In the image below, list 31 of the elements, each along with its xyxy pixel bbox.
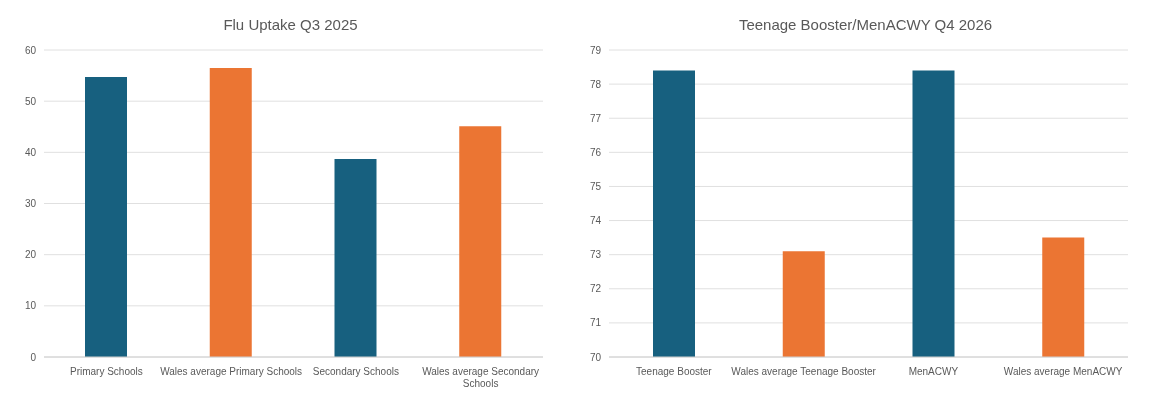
x-tick-label: Wales average MenACWY xyxy=(1003,366,1123,377)
bar xyxy=(459,126,502,357)
y-tick-label: 30 xyxy=(24,198,37,210)
bar xyxy=(334,158,377,357)
y-tick-label: 74 xyxy=(589,215,602,227)
x-tick-label: Primary Schools xyxy=(69,366,143,377)
y-tick-label: 76 xyxy=(589,146,602,158)
y-tick-label: 0 xyxy=(30,351,37,363)
x-tick-label: Teenage Booster xyxy=(636,366,713,377)
y-tick-label: 75 xyxy=(589,180,602,192)
y-tick-label: 78 xyxy=(589,78,602,90)
y-tick-label: 70 xyxy=(589,351,602,363)
x-tick-label: Secondary Schools xyxy=(312,366,399,377)
y-tick-label: 77 xyxy=(589,112,602,124)
chart-title: Teenage Booster/MenACWY Q4 2026 xyxy=(737,15,994,35)
x-tick-label: MenACWY xyxy=(908,366,959,377)
y-tick-label: 79 xyxy=(589,44,602,56)
x-tick-label: Wales average Teenage Booster xyxy=(731,366,877,377)
bar xyxy=(85,77,127,357)
x-tick-label: Wales average Primary Schools xyxy=(160,366,303,377)
y-tick-label: 60 xyxy=(24,44,37,56)
y-tick-label: 50 xyxy=(24,95,37,107)
y-tick-label: 10 xyxy=(24,300,37,312)
y-tick-label: 40 xyxy=(24,146,37,158)
y-tick-label: 71 xyxy=(589,317,602,329)
y-tick-label: 73 xyxy=(589,249,602,261)
x-tick-label: Wales average Secondary Schools xyxy=(422,366,540,389)
bar xyxy=(209,67,252,357)
y-tick-label: 72 xyxy=(589,283,602,295)
chart-title: Flu Uptake Q3 2025 xyxy=(222,15,359,35)
y-tick-label: 20 xyxy=(24,249,37,261)
